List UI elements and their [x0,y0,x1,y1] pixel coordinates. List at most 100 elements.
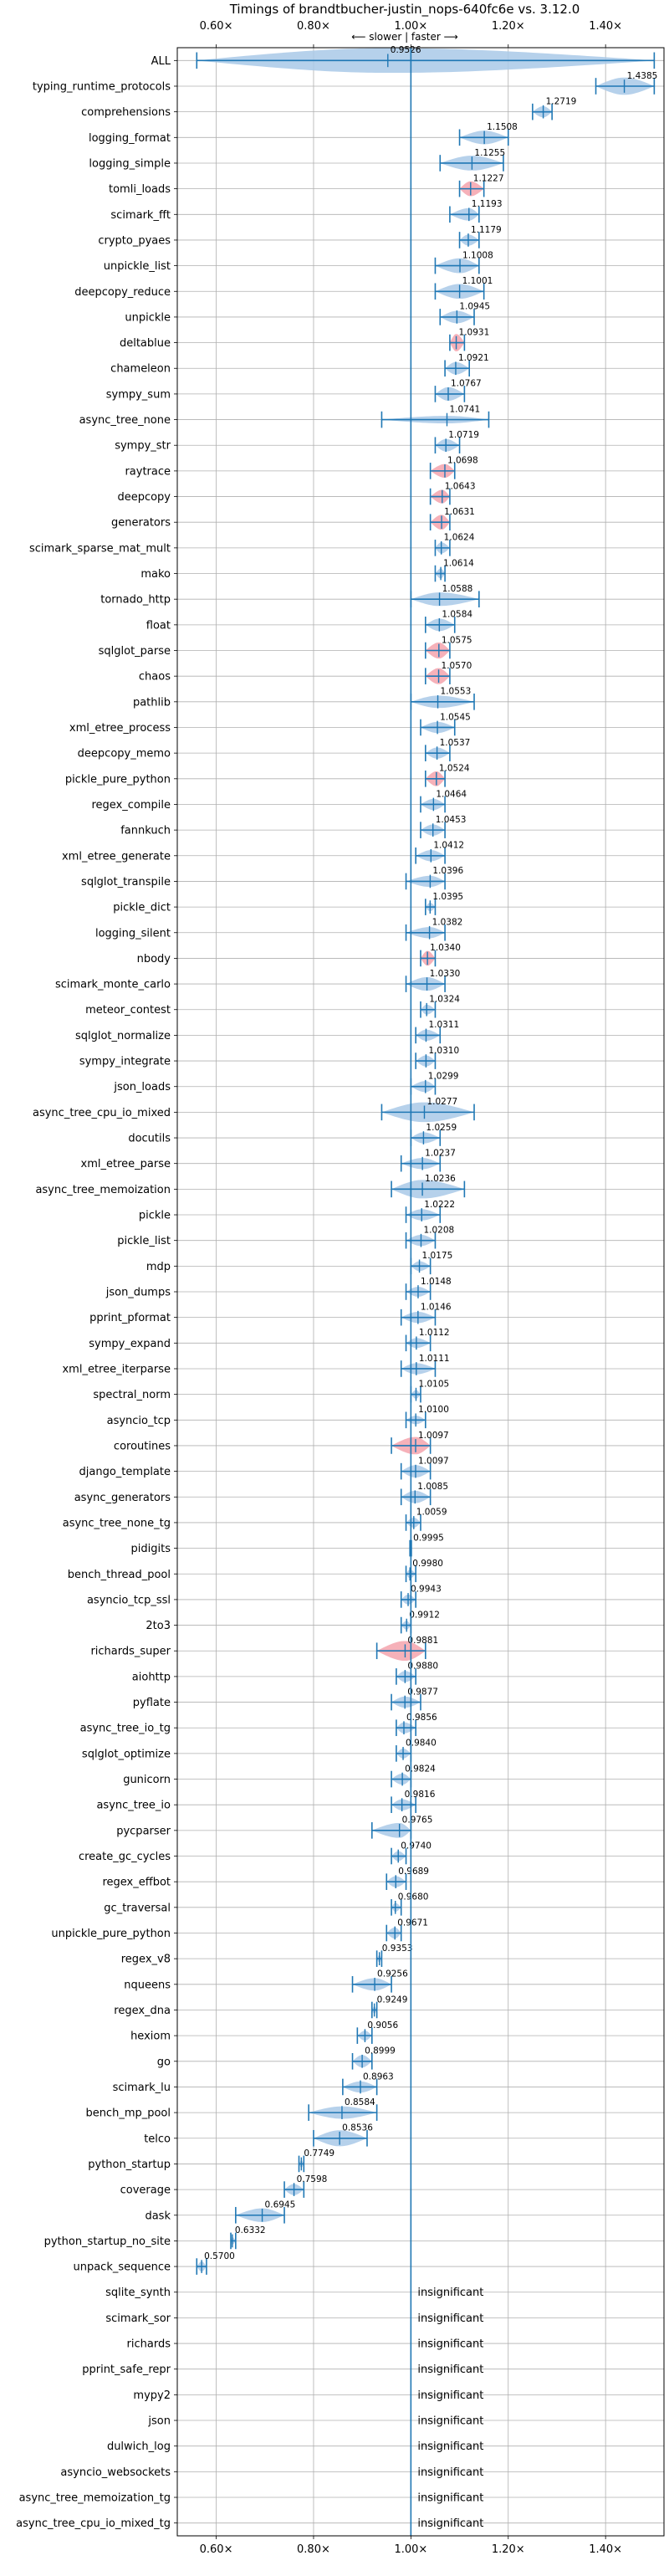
value-label: 1.0570 [442,661,472,671]
x-tick-label-top: 1.00× [394,20,427,33]
category-label: json_loads [113,1081,171,1093]
category-label: create_gc_cycles [79,1851,171,1863]
value-label: 1.0222 [424,1200,455,1210]
category-label: telco [144,2133,171,2145]
category-label: xml_etree_process [69,722,171,735]
direction-label: ⟵ slower | faster ⟶ [351,31,458,43]
value-label: 1.0395 [432,892,463,902]
value-label: 1.1508 [487,122,518,132]
value-label: 1.1179 [471,225,502,235]
category-label: sqlglot_transpile [81,876,171,889]
value-label: 1.0059 [416,1508,447,1518]
value-label: 0.9353 [382,1944,413,1954]
value-label: 1.1255 [474,148,505,158]
category-label: logging_silent [95,927,171,940]
value-label: 1.0453 [436,815,467,825]
category-label: asyncio_tcp_ssl [87,1594,171,1606]
category-label: pickle [139,1210,171,1222]
value-label: 1.0277 [426,1097,457,1107]
category-label: bench_thread_pool [68,1569,171,1581]
category-label: async_generators [74,1492,171,1504]
value-label: 1.0100 [418,1405,449,1415]
category-label: richards_super [90,1646,171,1658]
value-label: 1.0945 [459,302,490,312]
value-label: 1.0741 [449,404,480,414]
category-label: pprint_pformat [89,1312,171,1324]
category-label: sympy_integrate [79,1056,171,1068]
category-label: bench_mp_pool [85,2107,171,2120]
category-label: go [157,2056,171,2068]
insignificant-label: insignificant [417,2492,483,2505]
category-label: scimark_monte_carlo [55,979,171,991]
category-label: scimark_sparse_mat_mult [29,542,171,555]
value-label: 0.9856 [406,1713,437,1723]
value-label: 0.8536 [342,2123,373,2133]
value-label: 1.0624 [444,533,475,543]
x-tick-label-bottom: 0.60× [200,2543,233,2556]
category-label: chameleon [110,363,171,376]
category-label: 2to3 [146,1620,171,1632]
value-label: 1.0464 [436,789,467,799]
whiskers [196,52,656,2275]
value-label: 0.9056 [367,2020,398,2031]
category-label: json [147,2415,171,2428]
x-tick-label-bottom: 0.80× [297,2543,330,2556]
category-label: sqlglot_parse [99,645,171,658]
value-label: 1.0631 [444,507,475,517]
value-label: 1.0698 [447,456,478,466]
category-label: deepcopy [117,491,171,504]
value-label: 1.0236 [425,1174,456,1184]
value-label: 0.7598 [297,2174,328,2184]
category-label: python_startup [88,2159,171,2171]
category-label: spectral_norm [93,1389,171,1401]
insignificant-label: insignificant [417,2440,483,2453]
category-label: xml_etree_generate [62,850,171,863]
value-label: 1.0767 [451,379,482,389]
category-label: scimark_lu [113,2082,171,2094]
value-label: 1.4385 [627,71,658,81]
category-label: regex_dna [114,2005,171,2017]
value-label: 1.0340 [430,943,461,953]
value-label: 1.0112 [419,1328,450,1338]
value-label: 1.0584 [442,610,472,620]
value-label: 0.9840 [406,1739,437,1749]
value-label: 0.9249 [377,1995,408,2005]
category-label: async_tree_io [96,1800,171,1812]
category-label: coverage [120,2184,171,2197]
value-label: 1.0575 [442,635,472,645]
x-tick-label-top: 0.60× [200,20,233,33]
value-label: 1.1227 [473,173,504,183]
insignificant-label: insignificant [417,2338,483,2351]
value-label: 1.0299 [428,1072,459,1082]
category-label: regex_compile [91,799,171,812]
category-label: docutils [128,1133,171,1145]
category-label: unpickle_pure_python [51,1928,171,1940]
value-label: 1.1001 [462,276,493,286]
chart-title: Timings of brandtbucher-justin_nops-640f… [229,2,580,18]
x-tick-label-bottom: 1.20× [492,2543,525,2556]
value-label: 1.0311 [428,1020,459,1030]
category-label: deepcopy_reduce [74,286,171,299]
category-label: sympy_str [115,440,171,453]
value-label: 0.8999 [365,2046,396,2056]
value-label: 1.0614 [443,558,474,568]
value-label: 1.0588 [442,584,473,594]
value-label: 0.9256 [377,1969,408,1979]
category-label: ALL [151,55,171,68]
value-label: 1.0396 [432,866,463,876]
value-label: 1.0537 [440,738,471,748]
category-label: crypto_pyaes [98,234,171,247]
category-label: pidigits [131,1543,171,1555]
category-label: mako [140,568,171,581]
x-tick-label-bottom: 1.40× [589,2543,622,2556]
category-label: comprehensions [81,106,171,119]
category-label: async_tree_cpu_io_mixed_tg [16,2517,171,2530]
violins [197,48,655,2271]
value-label: 1.0545 [440,712,471,722]
value-label: 1.0324 [429,995,460,1005]
category-label: xml_etree_iterparse [62,1363,171,1375]
value-label: 1.0146 [421,1302,452,1312]
value-label: 0.9877 [407,1687,438,1697]
category-label: tomli_loads [109,183,171,196]
category-label: async_tree_none [79,414,171,427]
